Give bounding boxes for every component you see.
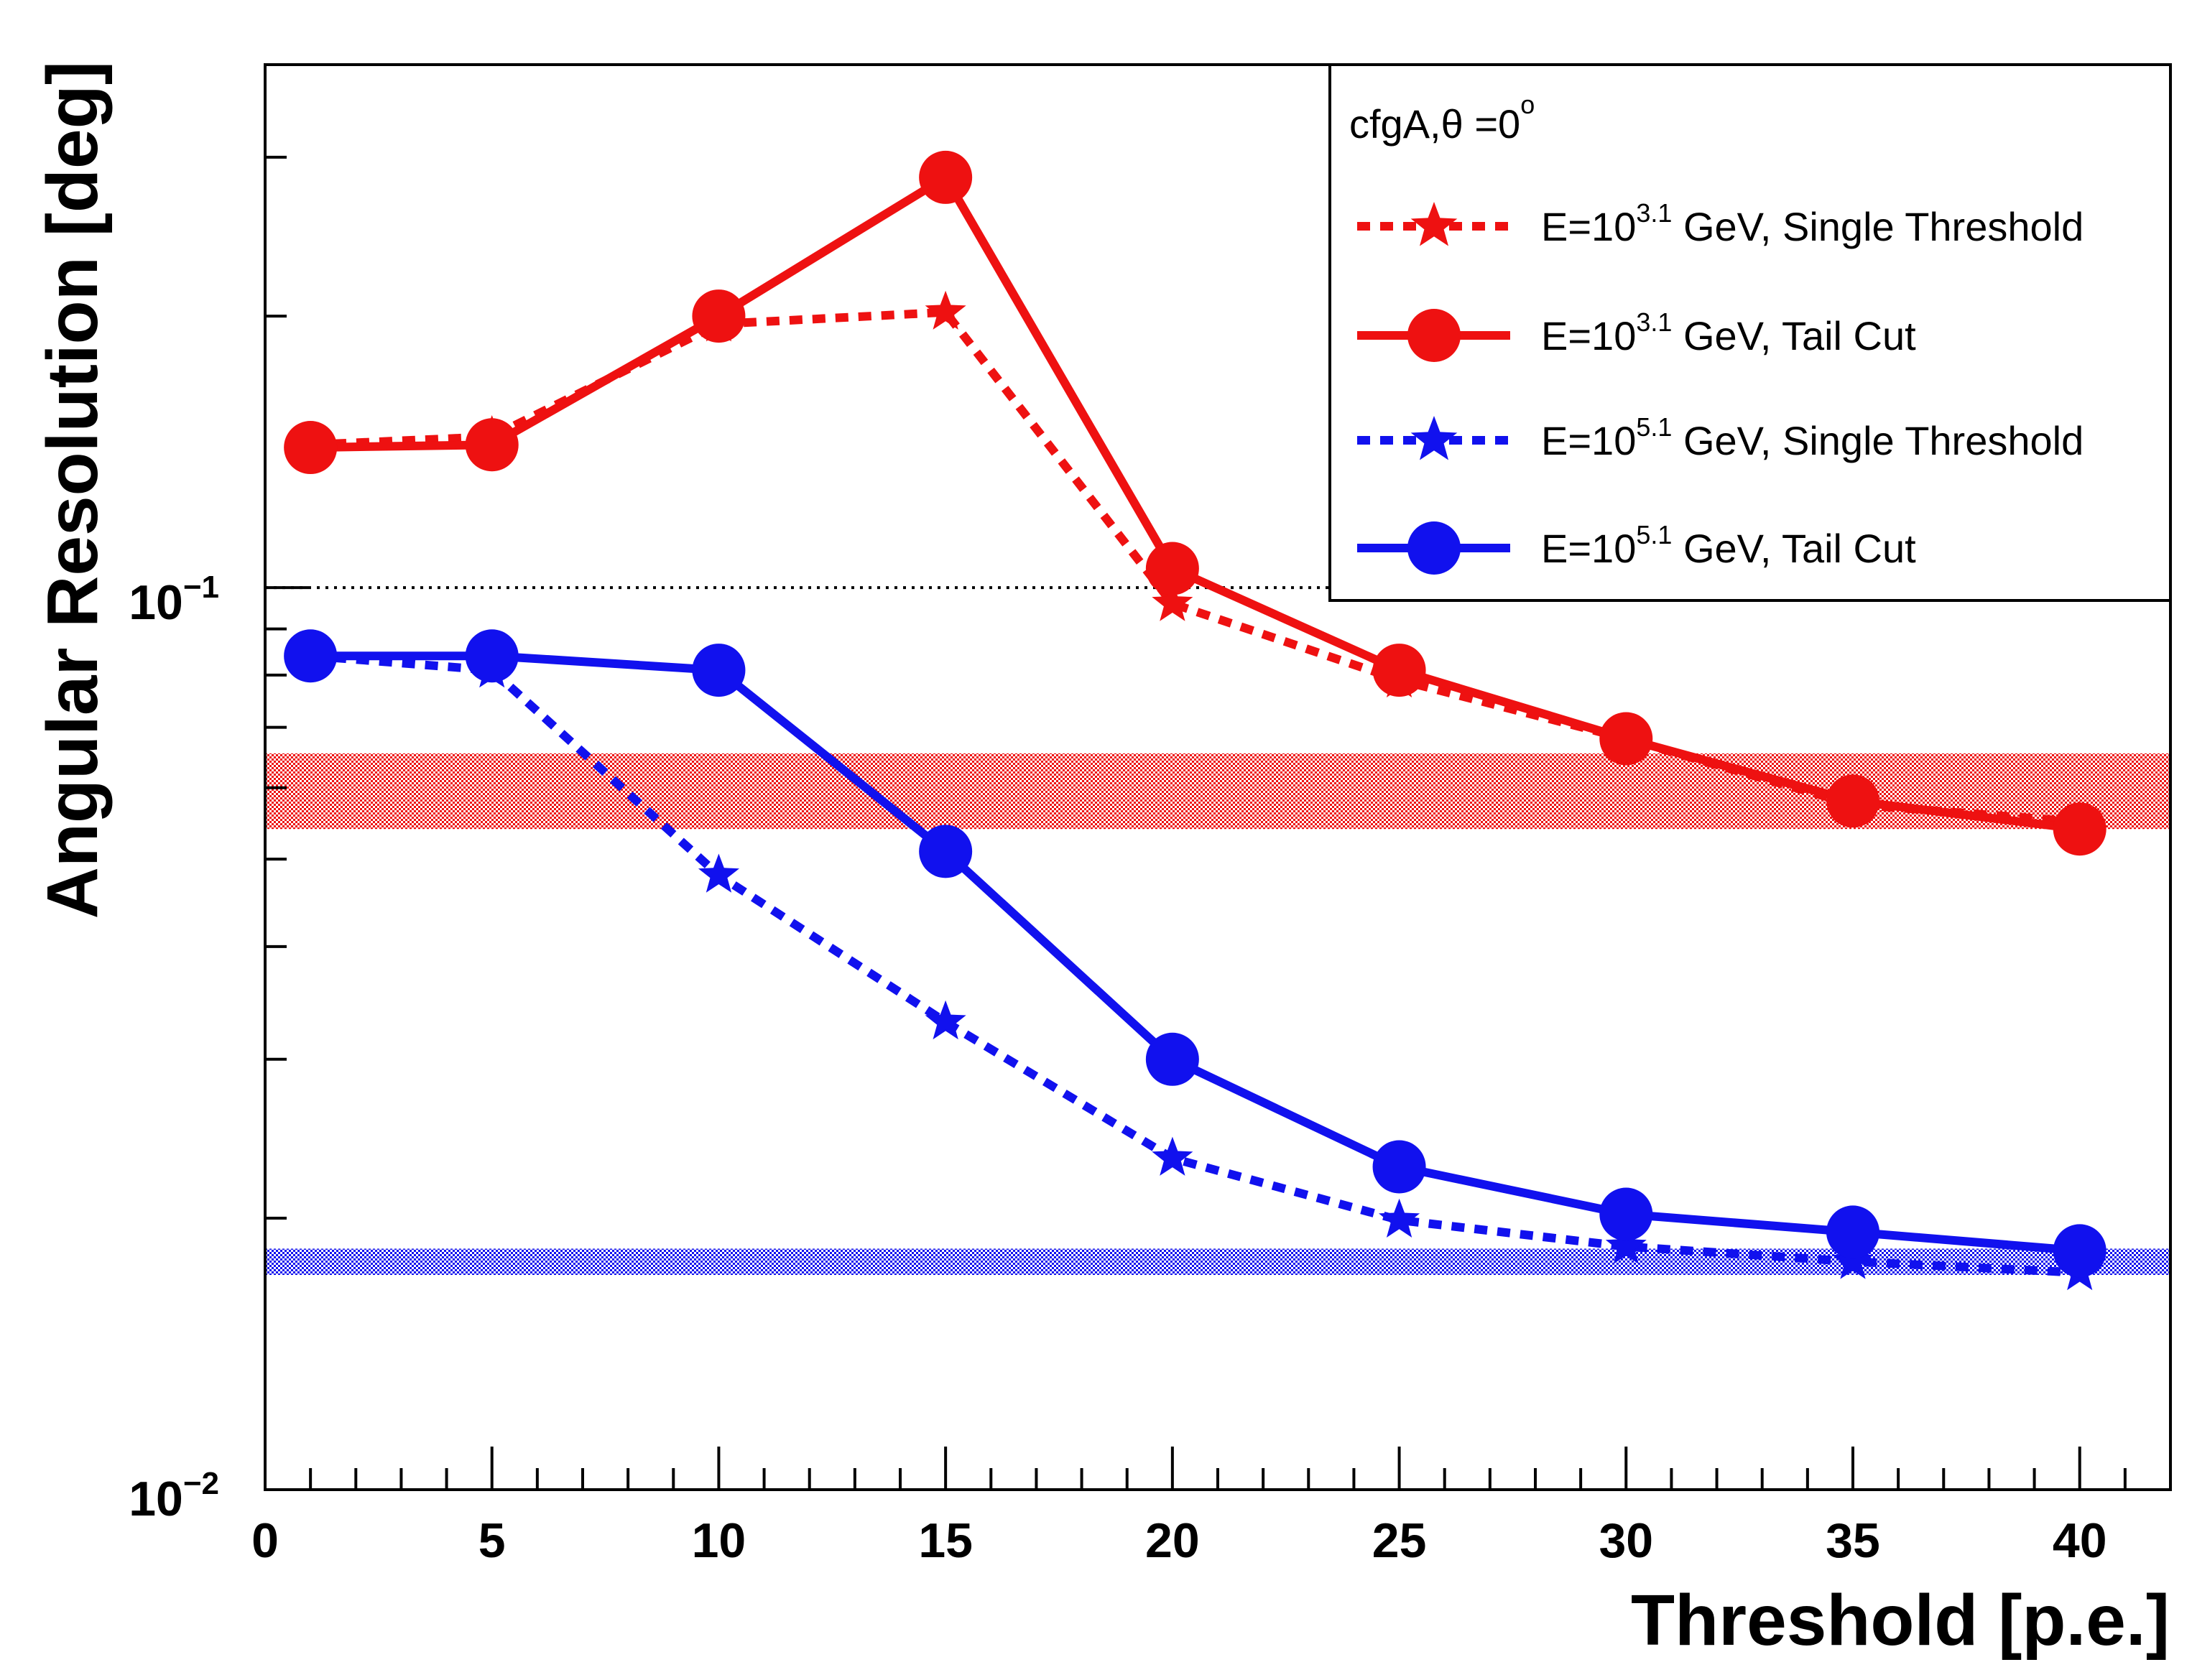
x-tick-label-0: 0 bbox=[251, 1513, 279, 1568]
series-1-point-3 bbox=[919, 150, 973, 204]
series-3 bbox=[284, 629, 2107, 1278]
series-3-point-8 bbox=[2053, 1224, 2107, 1278]
y-tick-label-0.01: 10−2 bbox=[129, 1466, 219, 1526]
series-3-point-6 bbox=[1599, 1187, 1653, 1241]
legend-marker-0 bbox=[1410, 202, 1458, 246]
series-3-point-3 bbox=[919, 825, 973, 878]
x-tick-label-5: 5 bbox=[478, 1513, 506, 1568]
y-axis-tick-labels: 10−1 10−2 bbox=[129, 570, 219, 1526]
x-tick-label-10: 10 bbox=[692, 1513, 746, 1568]
series-3-point-0 bbox=[284, 629, 338, 683]
series-0-point-4 bbox=[1152, 582, 1193, 621]
series-2-point-2 bbox=[698, 853, 739, 893]
series-3-point-7 bbox=[1826, 1205, 1879, 1259]
series-3-point-1 bbox=[465, 629, 519, 683]
x-axis-tick-labels: 0 5 10 15 20 25 30 35 40 bbox=[251, 1513, 2107, 1568]
series-2-point-6 bbox=[1605, 1225, 1647, 1264]
series-layer bbox=[284, 150, 2107, 1291]
series-1-point-1 bbox=[465, 418, 519, 472]
y-axis-ticks bbox=[265, 155, 308, 1491]
reference-band-1 bbox=[265, 1248, 2170, 1276]
series-0-point-3 bbox=[925, 290, 966, 330]
legend-label-ss-high: E=105.1 GeV, Single Threshold bbox=[1541, 412, 2084, 463]
x-tick-label-30: 30 bbox=[1599, 1513, 1653, 1568]
legend-label-tc-high: E=105.1 GeV, Tail Cut bbox=[1541, 520, 1916, 571]
band-layer bbox=[265, 753, 2170, 1276]
series-1-point-8 bbox=[2053, 802, 2107, 856]
series-1 bbox=[284, 150, 2107, 856]
series-3-point-5 bbox=[1372, 1140, 1426, 1194]
x-tick-label-15: 15 bbox=[918, 1513, 973, 1568]
series-1-point-7 bbox=[1826, 774, 1879, 828]
x-tick-label-20: 20 bbox=[1145, 1513, 1200, 1568]
series-2 bbox=[290, 634, 2101, 1291]
reference-band-0 bbox=[265, 753, 2170, 830]
series-2-point-4 bbox=[1152, 1136, 1193, 1176]
x-axis-ticks bbox=[264, 1447, 2172, 1490]
legend: cfgA,θ =0o E=103.1 GeV, Single Threshold… bbox=[1328, 63, 2172, 602]
series-1-point-5 bbox=[1372, 644, 1426, 697]
x-tick-label-40: 40 bbox=[2053, 1513, 2107, 1568]
series-1-point-4 bbox=[1145, 542, 1199, 595]
legend-marker-1 bbox=[1407, 309, 1461, 362]
y-axis-title: Angular Resolution [deg] bbox=[32, 61, 113, 919]
series-2-point-5 bbox=[1379, 1198, 1420, 1238]
series-1-point-6 bbox=[1599, 712, 1653, 766]
series-line-2 bbox=[310, 651, 2080, 1277]
legend-title: cfgA,θ =0o bbox=[1349, 90, 1535, 147]
legend-marker-2 bbox=[1410, 416, 1458, 460]
x-tick-label-35: 35 bbox=[1826, 1513, 1880, 1568]
series-2-point-3 bbox=[925, 1000, 966, 1040]
legend-marker-3 bbox=[1407, 521, 1461, 575]
series-1-point-0 bbox=[284, 421, 338, 475]
legend-samples bbox=[1357, 202, 1510, 575]
x-axis-title: Threshold [p.e.] bbox=[1631, 1580, 2170, 1661]
x-tick-label-25: 25 bbox=[1372, 1513, 1427, 1568]
series-2-point-7 bbox=[1832, 1240, 1874, 1279]
series-3-point-2 bbox=[692, 644, 746, 697]
y-tick-label-0.1: 10−1 bbox=[129, 570, 219, 630]
series-1-point-2 bbox=[692, 289, 746, 343]
legend-label-tc-low: E=103.1 GeV, Tail Cut bbox=[1541, 307, 1916, 358]
legend-label-ss-low: E=103.1 GeV, Single Threshold bbox=[1541, 198, 2084, 249]
series-3-point-4 bbox=[1145, 1032, 1199, 1086]
